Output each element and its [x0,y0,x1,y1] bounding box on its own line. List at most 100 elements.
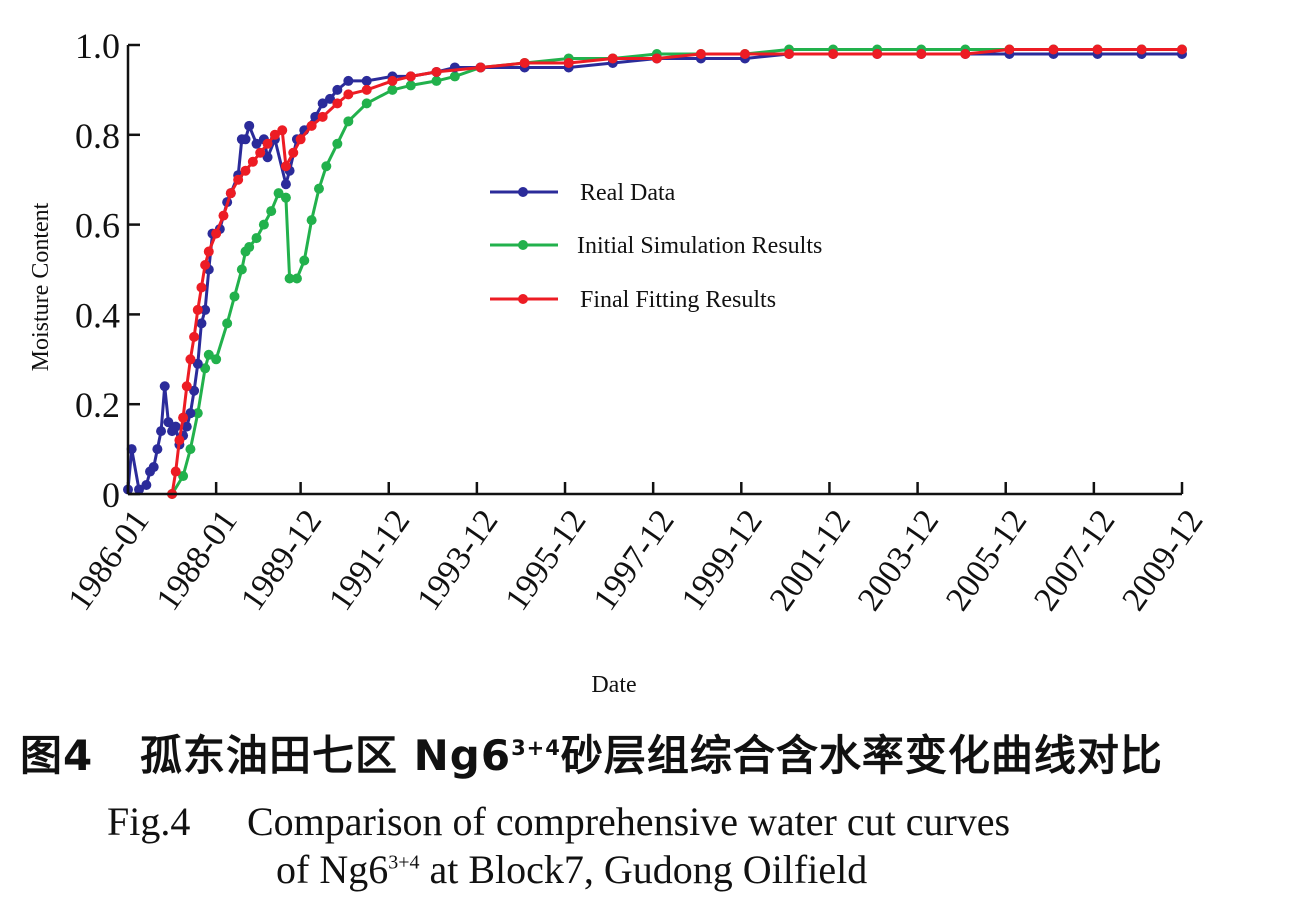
series-3-point [196,282,207,293]
legend: Real Data Initial Simulation Results Final… [490,180,822,313]
series-1-point [148,462,159,473]
series-1-point [170,421,181,432]
series-3-point [475,62,486,73]
caption-en-line2-post: at Block7, Gudong Oilfield [419,847,868,892]
series-3-point [519,57,530,68]
series-2-point [258,219,269,230]
series-2-point [222,318,233,329]
x-tick-label: 2005-12 [939,503,1034,617]
series-3-point [361,84,372,95]
series-2-point [244,242,255,253]
series-1-point [196,318,207,329]
series-3-point [1004,44,1015,55]
series-3-point [200,260,211,271]
caption-english-line1: Fig.4 Comparison of comprehensive water c… [107,798,1289,845]
series-3-point [695,48,706,59]
series-3-point [218,210,229,221]
plot-area [123,44,1187,499]
series-3-point [317,111,328,122]
series-3-point [288,147,299,158]
x-tick-label: 2003-12 [851,503,946,617]
series-3-point [784,48,795,59]
series-1-point [134,484,145,495]
series-2-point [431,75,442,86]
series-3-point [1136,44,1147,55]
series-2-point [332,138,343,149]
series-3-point [405,71,416,82]
series-3-point [739,48,750,59]
x-axis-label: Date [591,672,636,698]
series-1-point [332,84,343,95]
legend-label-3: Final Fitting Results [580,287,776,313]
series-3-point [872,48,883,59]
series-3-point [240,165,251,176]
series-2-point [405,80,416,91]
series-3-point [332,98,343,109]
series-2-point [266,206,277,217]
legend-marker-2 [518,240,528,250]
legend-marker-3 [518,294,528,304]
series-3-point [233,174,244,185]
legend-marker-1 [518,187,528,197]
series-3-point [225,188,236,199]
series-2-point [284,273,295,284]
series-2-point [313,183,324,194]
series-2-point [321,161,332,172]
series-3-point [607,53,618,64]
series-2-point [192,408,203,419]
series-1-point [159,381,170,392]
caption-cn-figure-label: 图4 [20,731,94,780]
series-3-point [269,129,280,140]
series-3-point [247,156,258,167]
x-tick-label: 1997-12 [586,503,681,617]
series-3-point [174,435,185,446]
x-tick-label: 1986-01 [61,503,156,617]
series-2-point [291,273,302,284]
series-1-point [361,75,372,86]
series-3-point [277,125,288,136]
series-2-point [203,349,214,360]
series-3-point [1092,44,1103,55]
series-2-point [387,84,398,95]
y-axis-label: Moisture Content [28,202,54,371]
y-tick-label: 0 [102,475,120,515]
series-2-point [200,363,211,374]
series-1-point [280,179,291,190]
y-tick-label: 0.2 [75,385,120,425]
series-2-point [306,215,317,226]
water-cut-line-chart: 00.20.40.60.81.01986-011988-011989-12199… [28,26,1211,698]
caption-en-superscript: 3+4 [388,851,420,874]
series-3-point [280,161,291,172]
series-2-point [211,354,222,365]
axes: 00.20.40.60.81.01986-011988-011989-12199… [61,26,1210,617]
series-3-point [170,466,181,477]
series-1-point [324,93,335,104]
series-2-point [273,188,284,199]
series-2-point [361,98,372,109]
series-3-point [651,53,662,64]
series-1-point [343,75,354,86]
series-2-point [449,71,460,82]
series-3-point [211,228,222,239]
series-3-point [295,134,306,145]
series-3-point [203,246,214,257]
series-2-point [229,291,240,302]
series-2-point [236,264,247,275]
series-3-point [181,381,192,392]
x-tick-label: 1995-12 [498,503,593,617]
series-3-point [306,120,317,131]
legend-label-1: Real Data [580,180,676,206]
series-1-point [244,120,255,131]
series-1-point [192,358,203,369]
series-3-point [563,57,574,68]
series-line-1 [126,52,1182,491]
x-tick-label: 1988-01 [149,503,244,617]
x-tick-label: 2009-12 [1115,503,1210,617]
x-tick-label: 1989-12 [234,503,329,617]
series-1-point [240,134,251,145]
series-2-point [299,255,310,266]
x-tick-label: 1993-12 [410,503,505,617]
series-1-point [200,304,211,315]
y-tick-label: 0.6 [75,206,120,246]
x-tick-label: 2001-12 [763,503,858,617]
